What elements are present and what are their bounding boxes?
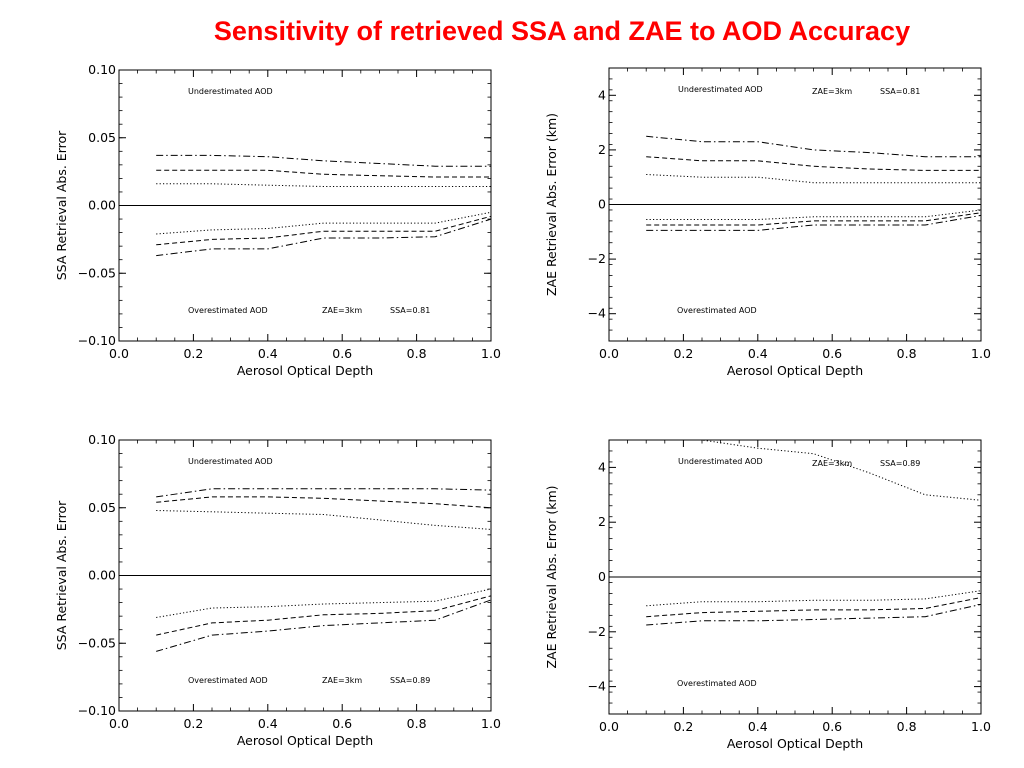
y-tick-label: −2 bbox=[588, 251, 606, 266]
y-axis-title: SSA Retrieval Abs. Error bbox=[54, 500, 69, 650]
y-tick-label: 0 bbox=[598, 197, 606, 212]
series-line-2 bbox=[156, 496, 491, 509]
series-line-2 bbox=[156, 169, 491, 178]
x-tick-label: 0.4 bbox=[258, 346, 278, 361]
x-axis-title: Aerosol Optical Depth bbox=[237, 733, 373, 748]
y-axis-title: ZAE Retrieval Abs. Error (km) bbox=[544, 113, 559, 296]
y-tick-label: 0.10 bbox=[88, 62, 116, 77]
x-tick-label: 1.0 bbox=[971, 346, 991, 361]
y-tick-label: −0.05 bbox=[78, 265, 116, 280]
x-tick-label: 0.0 bbox=[109, 346, 129, 361]
annotation-ssa: SSA=0.81 bbox=[390, 306, 430, 315]
annotation-underestimated: Underestimated AOD bbox=[188, 87, 273, 96]
annotation-overestimated: Overestimated AOD bbox=[677, 679, 757, 688]
x-tick-label: 0.2 bbox=[183, 346, 203, 361]
series-line-3 bbox=[646, 174, 981, 184]
x-tick-label: 0.2 bbox=[673, 719, 693, 734]
y-tick-label: −2 bbox=[588, 624, 606, 639]
series-line-6 bbox=[156, 218, 491, 257]
annotation-zae: ZAE=3km bbox=[812, 459, 852, 468]
series-line-2 bbox=[646, 590, 981, 607]
chart-panel-2: 0.0 0.2 0.4 0.6 0.8 1.0 4 2 0 −2 −4 Aerosol Optical… bbox=[544, 67, 991, 378]
annotation-zae: ZAE=3km bbox=[322, 306, 362, 315]
series-line-4 bbox=[646, 603, 981, 626]
x-tick-label: 0.4 bbox=[748, 719, 768, 734]
chart-panel-3: 0.0 0.2 0.4 0.6 0.8 1.0 0.10 0.05 0.00 −0.05 −0.10… bbox=[54, 432, 501, 748]
x-tick-label: 0.6 bbox=[822, 346, 842, 361]
y-tick-label: −0.10 bbox=[78, 333, 116, 348]
series-line-3 bbox=[156, 183, 491, 187]
y-tick-label: −0.10 bbox=[78, 703, 116, 718]
y-tick-label: 0.05 bbox=[88, 500, 116, 515]
annotation-underestimated: Underestimated AOD bbox=[678, 457, 763, 466]
series-line-4 bbox=[646, 209, 981, 220]
page-title: Sensitivity of retrieved SSA and ZAE to … bbox=[213, 16, 911, 46]
x-tick-label: 1.0 bbox=[481, 346, 501, 361]
y-tick-label: 0.10 bbox=[88, 432, 116, 447]
y-tick-label: 4 bbox=[598, 459, 606, 474]
annotation-ssa: SSA=0.89 bbox=[880, 459, 920, 468]
x-tick-label: 1.0 bbox=[481, 716, 501, 731]
x-tick-label: 0.6 bbox=[822, 719, 842, 734]
y-tick-label: 0.00 bbox=[88, 198, 116, 213]
annotation-overestimated: Overestimated AOD bbox=[188, 306, 268, 315]
x-axis-title: Aerosol Optical Depth bbox=[727, 363, 863, 378]
series-line-1 bbox=[156, 488, 491, 498]
annotation-ssa: SSA=0.81 bbox=[880, 87, 920, 96]
x-tick-label: 0.0 bbox=[109, 716, 129, 731]
series-line-1 bbox=[156, 154, 491, 167]
annotation-zae: ZAE=3km bbox=[322, 676, 362, 685]
x-tick-label: 0.8 bbox=[897, 719, 917, 734]
x-tick-label: 0.2 bbox=[183, 716, 203, 731]
y-tick-label: 2 bbox=[598, 142, 606, 157]
y-tick-label: −4 bbox=[588, 306, 606, 321]
series-line-5 bbox=[156, 595, 491, 636]
annotation-overestimated: Overestimated AOD bbox=[188, 676, 268, 685]
x-tick-label: 0.8 bbox=[897, 346, 917, 361]
x-tick-label: 0.8 bbox=[407, 346, 427, 361]
y-axis-title: SSA Retrieval Abs. Error bbox=[54, 130, 69, 280]
annotation-overestimated: Overestimated AOD bbox=[677, 306, 757, 315]
chart-panel-1: 0.0 0.2 0.4 0.6 0.8 1.0 0.10 0.05 0.00 −0.05 −0.10… bbox=[54, 62, 501, 378]
series-line-4 bbox=[156, 588, 491, 618]
series-line-3 bbox=[156, 510, 491, 530]
annotation-underestimated: Underestimated AOD bbox=[188, 457, 273, 466]
chart-panel-4: 0.0 0.2 0.4 0.6 0.8 1.0 4 2 0 −2 −4 Aerosol Optical… bbox=[544, 439, 991, 751]
x-tick-label: 0.6 bbox=[332, 716, 352, 731]
annotation-zae: ZAE=3km bbox=[812, 87, 852, 96]
series-line-4 bbox=[156, 211, 491, 235]
x-tick-label: 0.4 bbox=[258, 716, 278, 731]
series-line-6 bbox=[156, 599, 491, 652]
y-tick-label: 0.05 bbox=[88, 130, 116, 145]
annotation-underestimated: Underestimated AOD bbox=[678, 85, 763, 94]
series-line-5 bbox=[156, 215, 491, 246]
x-tick-label: 0.8 bbox=[407, 716, 427, 731]
x-tick-label: 0.0 bbox=[599, 346, 619, 361]
y-tick-label: 4 bbox=[598, 87, 606, 102]
y-tick-label: −0.05 bbox=[78, 635, 116, 650]
y-axis-title: ZAE Retrieval Abs. Error (km) bbox=[544, 485, 559, 668]
y-tick-label: 0.00 bbox=[88, 568, 116, 583]
x-tick-label: 0.6 bbox=[332, 346, 352, 361]
x-axis-title: Aerosol Optical Depth bbox=[727, 736, 863, 751]
x-tick-label: 0.2 bbox=[673, 346, 693, 361]
x-tick-label: 0.4 bbox=[748, 346, 768, 361]
series-line-5 bbox=[646, 212, 981, 226]
annotation-ssa: SSA=0.89 bbox=[390, 676, 430, 685]
series-line-6 bbox=[646, 214, 981, 231]
y-tick-label: 2 bbox=[598, 514, 606, 529]
x-tick-label: 1.0 bbox=[971, 719, 991, 734]
y-tick-label: 0 bbox=[598, 569, 606, 584]
series-line-1 bbox=[646, 135, 981, 158]
y-tick-label: −4 bbox=[588, 679, 606, 694]
x-axis-title: Aerosol Optical Depth bbox=[237, 363, 373, 378]
x-tick-label: 0.0 bbox=[599, 719, 619, 734]
series-line-2 bbox=[646, 156, 981, 171]
